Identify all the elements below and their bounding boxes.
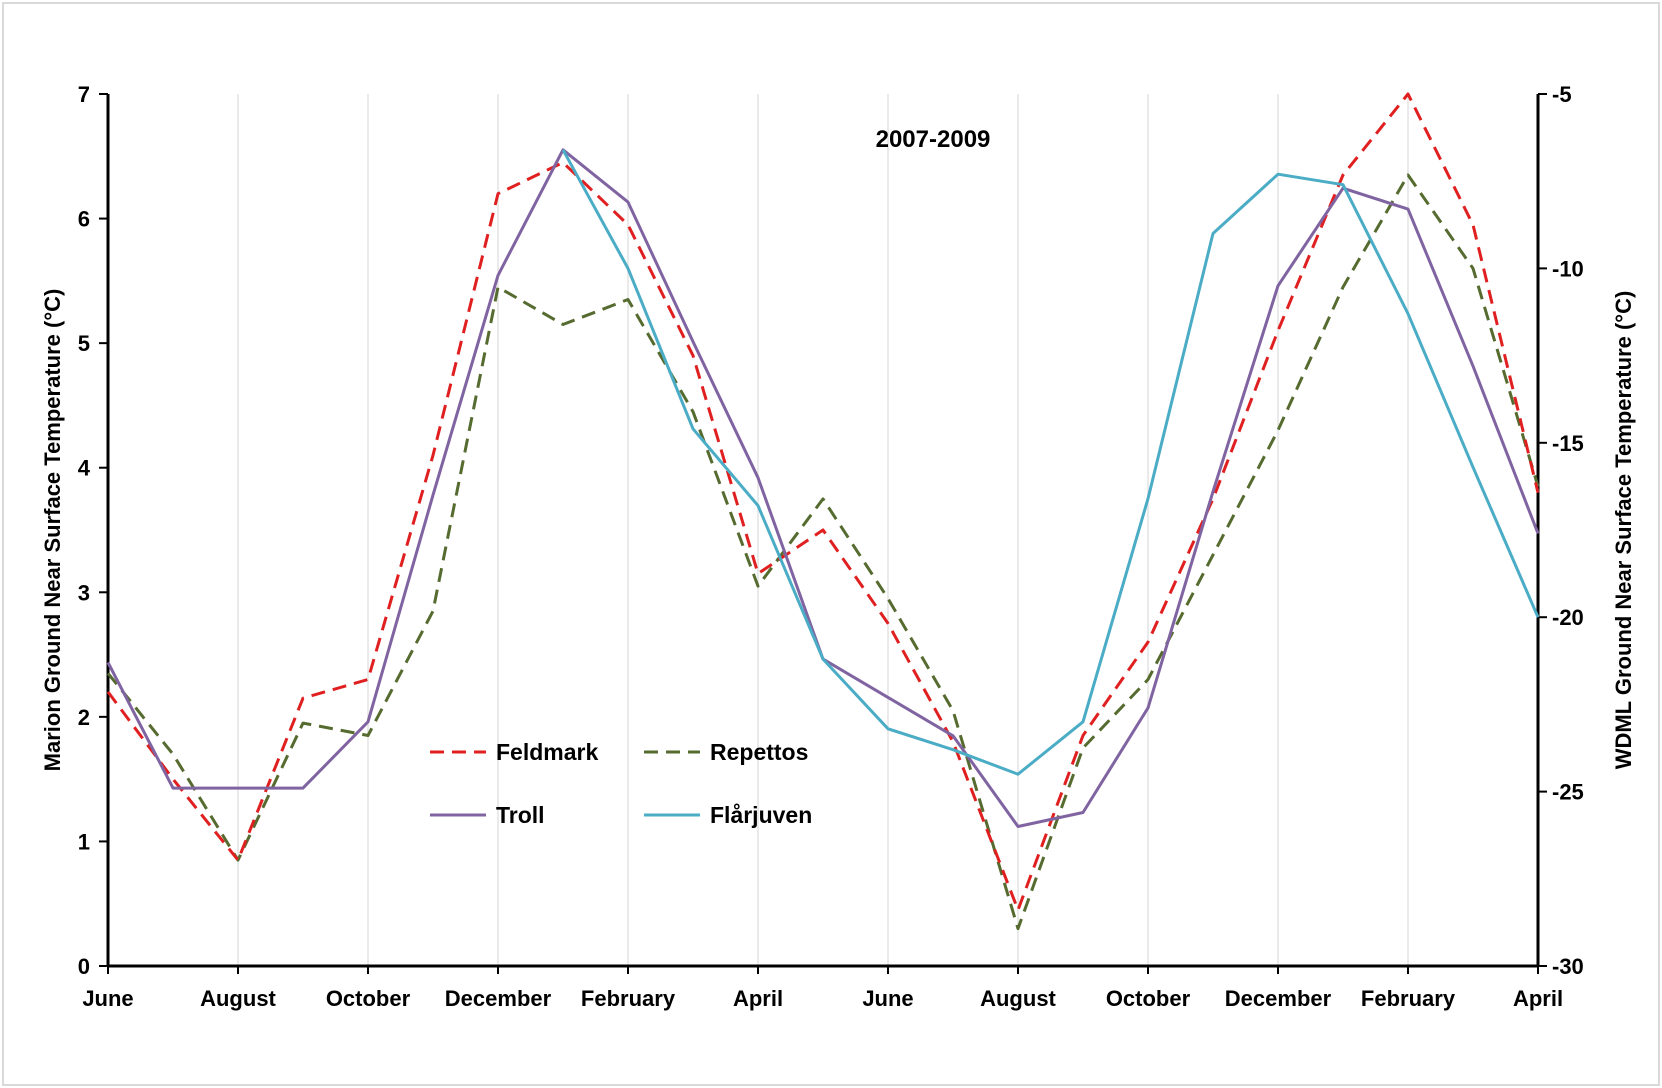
gridlines xyxy=(237,94,1539,966)
x-tick-label: February xyxy=(1361,986,1456,1011)
x-tick-label: December xyxy=(1225,986,1332,1011)
legend-label-troll: Troll xyxy=(496,802,545,828)
y-right-tick-label: -30 xyxy=(1552,954,1584,979)
x-tick-label: June xyxy=(82,986,133,1011)
series-line-repettos xyxy=(106,173,1540,931)
x-tick-label: June xyxy=(862,986,913,1011)
y-right-tick-label: -25 xyxy=(1552,780,1584,805)
y-right-tick-label: -20 xyxy=(1552,605,1584,630)
y-left-tick-label: 6 xyxy=(78,207,90,232)
y-left-tick-label: 3 xyxy=(78,580,90,605)
x-tick-label: December xyxy=(445,986,552,1011)
y-left-tick-label: 2 xyxy=(78,705,90,730)
series-line-feldmark xyxy=(106,92,1540,912)
y-right-tick-label: -5 xyxy=(1552,82,1572,107)
legend-item-flarjuven: Flårjuven xyxy=(644,802,812,828)
x-tick-label: October xyxy=(326,986,411,1011)
series-line-flarjuven xyxy=(561,149,1540,776)
y-left-tick-label: 0 xyxy=(78,954,90,979)
legend-item-feldmark: Feldmark xyxy=(430,739,598,765)
x-tick-label: April xyxy=(733,986,783,1011)
x-tick-label: August xyxy=(980,986,1056,1011)
x-tick-label: October xyxy=(1106,986,1191,1011)
legend-label-flarjuven: Flårjuven xyxy=(710,802,812,828)
y-left-tick-label: 4 xyxy=(78,456,91,481)
y-left-tick-label: 7 xyxy=(78,82,90,107)
x-tick-label: August xyxy=(200,986,276,1011)
legend-item-troll: Troll xyxy=(430,802,545,828)
y-left-axis-title: Marion Ground Near Surface Temperature (… xyxy=(40,289,65,772)
x-tick-label: April xyxy=(1513,986,1563,1011)
legend-item-repettos: Repettos xyxy=(644,739,808,765)
chart-title: 2007-2009 xyxy=(876,126,991,153)
y-right-tick-label: -15 xyxy=(1552,431,1584,456)
axes: 0 1 2 3 4 5 6 7 -30 -25 -20 -15 -10 -5 June August Octob… xyxy=(78,82,1584,1011)
legend-label-repettos: Repettos xyxy=(710,739,808,765)
y-right-axis-title: WDML Ground Near Surface Temperature (°C… xyxy=(1611,291,1636,770)
y-left-tick-label: 1 xyxy=(78,829,90,854)
y-left-tick-label: 5 xyxy=(78,331,90,356)
x-tick-label: February xyxy=(581,986,676,1011)
legend: Feldmark Repettos Troll Flårjuven xyxy=(430,739,812,828)
y-right-tick-label: -10 xyxy=(1552,256,1584,281)
series-layer xyxy=(106,92,1540,931)
legend-label-feldmark: Feldmark xyxy=(496,739,598,765)
